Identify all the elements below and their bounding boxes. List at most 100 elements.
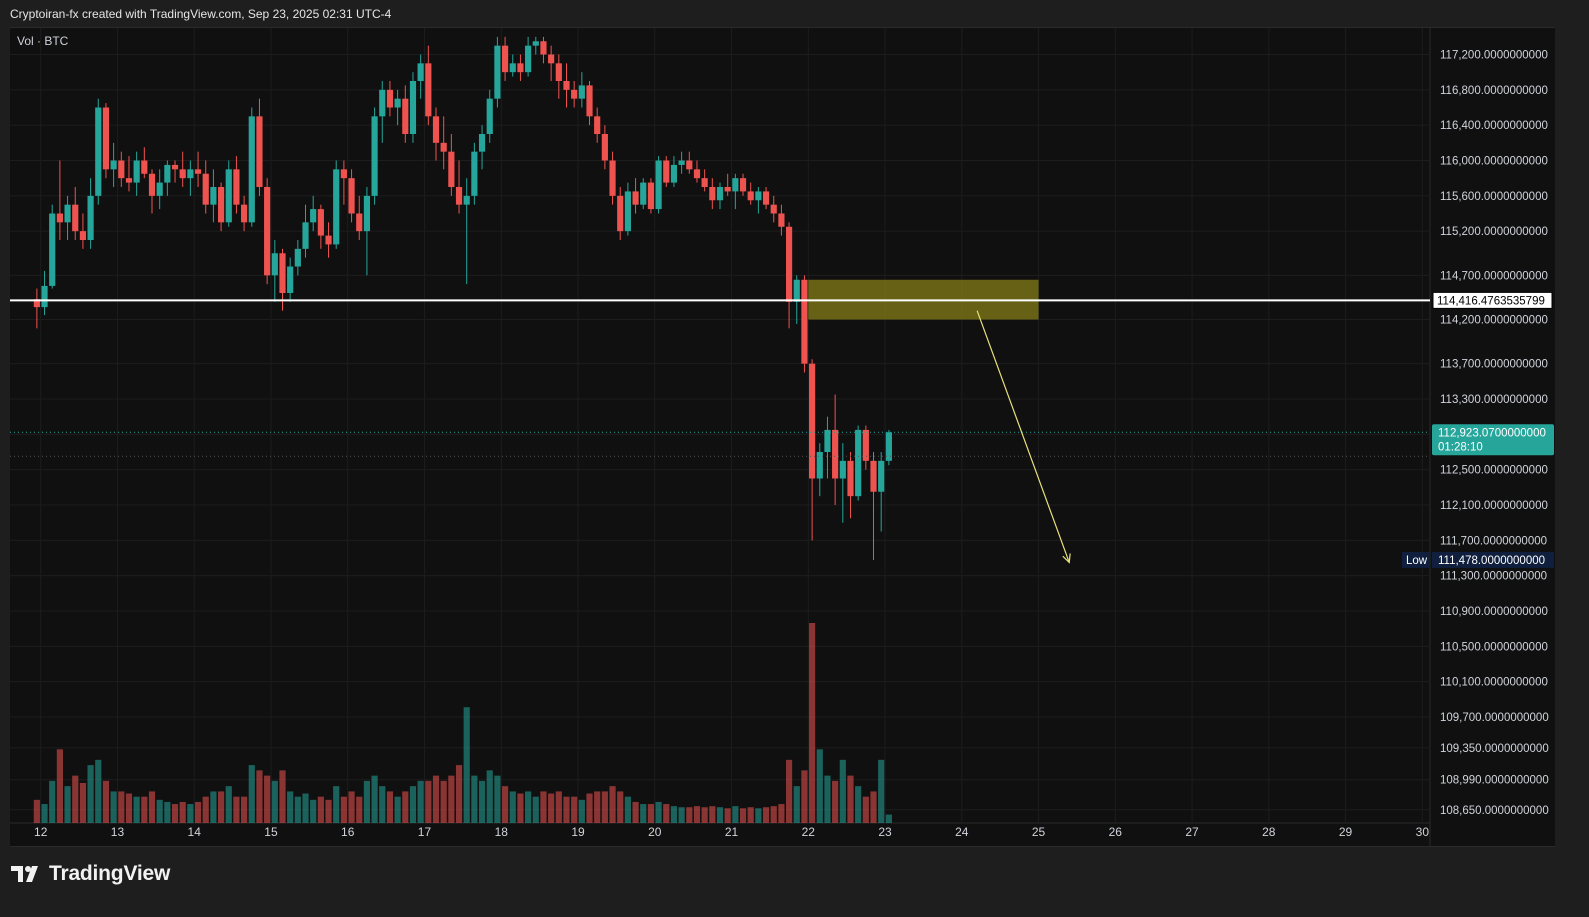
- chart-area[interactable]: 117,200.0000000000 116,800.0000000000 116,…: [10, 27, 1555, 847]
- volume-bar: [294, 796, 301, 823]
- candle-body: [287, 266, 294, 293]
- candle-body: [640, 182, 647, 205]
- candle: [732, 173, 739, 210]
- volume-bar: [701, 807, 708, 823]
- candle: [594, 107, 601, 143]
- candle-body: [233, 169, 240, 205]
- volume-bar: [532, 796, 539, 823]
- candle-body: [164, 164, 171, 183]
- candle: [264, 178, 271, 285]
- y-tick-label: 110,900.0000000000: [1440, 606, 1548, 618]
- candle-body: [686, 160, 693, 170]
- candle: [563, 63, 570, 108]
- x-tick-label: 21: [725, 825, 739, 839]
- volume-bar: [118, 791, 125, 823]
- candle-body: [478, 134, 486, 152]
- x-tick-label: 14: [188, 825, 202, 839]
- candle-body: [824, 429, 831, 452]
- brand-name: TradingView: [49, 862, 171, 885]
- volume-bar: [563, 796, 570, 823]
- volume-bar: [56, 749, 63, 823]
- volume-bar: [525, 791, 532, 823]
- candle-body: [41, 285, 48, 308]
- candle: [363, 187, 371, 276]
- volume-bar: [264, 775, 271, 823]
- x-tick-label: 27: [1185, 825, 1199, 839]
- candle: [755, 187, 762, 214]
- candle-body: [601, 134, 608, 161]
- candle-body: [179, 169, 186, 179]
- candle-body: [133, 160, 140, 183]
- volume-bar: [340, 796, 347, 823]
- candle: [586, 81, 593, 126]
- y-tick-label: 115,600.0000000000: [1440, 191, 1548, 203]
- x-tick-label: 15: [264, 825, 278, 839]
- volume-bar: [724, 808, 731, 823]
- candle-body: [72, 204, 79, 232]
- volume-bar: [241, 796, 248, 823]
- volume-bar: [878, 759, 885, 823]
- volume-bar: [95, 759, 102, 823]
- volume-bar: [624, 796, 631, 823]
- candle: [72, 187, 79, 240]
- candle-body: [463, 195, 470, 205]
- candle: [394, 89, 401, 126]
- candle-body: [762, 191, 770, 205]
- candle: [455, 160, 463, 214]
- volume-bar: [839, 759, 846, 823]
- volume-bar: [333, 786, 340, 823]
- candle: [609, 151, 616, 205]
- candle: [762, 187, 770, 210]
- volume-bar: [64, 786, 71, 823]
- volume-bar: [371, 775, 378, 823]
- volume-bar: [517, 793, 524, 823]
- candle: [202, 160, 209, 214]
- volume-bar: [79, 783, 87, 823]
- y-tick-label: 109,700.0000000000: [1440, 712, 1549, 724]
- volume-bars: [33, 623, 892, 823]
- x-tick-label: 24: [955, 825, 969, 839]
- volume-bar: [862, 796, 869, 823]
- volume-bar: [655, 801, 662, 823]
- tradingview-branding[interactable]: TradingView: [11, 862, 170, 886]
- candle-body: [486, 98, 493, 134]
- candle-body: [555, 63, 562, 81]
- x-tick-label: 12: [34, 825, 48, 839]
- volume-bar: [832, 780, 839, 823]
- volume-bar: [801, 770, 808, 823]
- candle: [617, 187, 624, 240]
- volume-bar: [509, 791, 516, 823]
- candle-body: [325, 235, 332, 245]
- candle: [256, 98, 263, 196]
- candle: [141, 147, 148, 179]
- candle-body: [202, 173, 209, 205]
- candle-body: [586, 85, 593, 117]
- candle: [548, 45, 555, 81]
- candle-body: [148, 173, 156, 196]
- candlestick-chart[interactable]: 117,200.0000000000 116,800.0000000000 116,…: [10, 28, 1555, 846]
- y-tick-label: 114,200.0000000000: [1440, 315, 1548, 327]
- candle: [102, 103, 110, 179]
- volume-bar: [432, 775, 440, 823]
- candle: [693, 160, 701, 183]
- x-tick-label: 22: [802, 825, 816, 839]
- bar-countdown-label: 01:28:10: [1438, 441, 1483, 453]
- candle: [379, 81, 386, 143]
- x-tick-label: 18: [495, 825, 509, 839]
- axes: 117,200.0000000000 116,800.0000000000 116,…: [34, 50, 1554, 839]
- volume-bar: [102, 780, 110, 823]
- volume-bar: [471, 775, 478, 823]
- candle: [709, 178, 716, 210]
- current-price-label: 112,923.0700000000: [1438, 427, 1546, 439]
- candle-body: [525, 45, 532, 73]
- y-tick-label: 112,100.0000000000: [1440, 500, 1548, 512]
- volume-bar: [709, 806, 716, 823]
- candle-body: [693, 169, 701, 179]
- candle: [171, 160, 179, 183]
- volume-bar: [233, 796, 240, 823]
- volume-legend[interactable]: Vol · BTC: [17, 34, 69, 48]
- y-tick-label: 113,300.0000000000: [1440, 394, 1548, 406]
- chart-caption: Cryptoiran-fx created with TradingView.c…: [10, 7, 392, 21]
- candle-body: [87, 195, 94, 240]
- volume-bar: [210, 791, 217, 823]
